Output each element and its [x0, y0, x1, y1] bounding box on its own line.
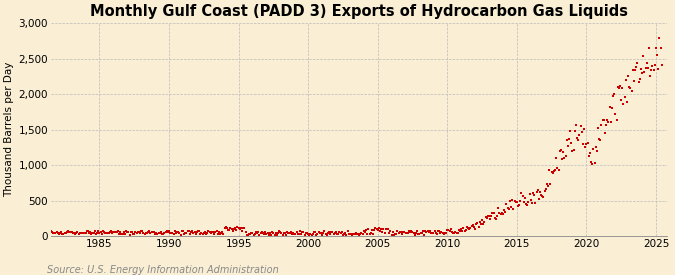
Y-axis label: Thousand Barrels per Day: Thousand Barrels per Day: [4, 62, 14, 197]
Text: Source: U.S. Energy Information Administration: Source: U.S. Energy Information Administ…: [47, 265, 279, 275]
Title: Monthly Gulf Coast (PADD 3) Exports of Hydrocarbon Gas Liquids: Monthly Gulf Coast (PADD 3) Exports of H…: [90, 4, 628, 19]
